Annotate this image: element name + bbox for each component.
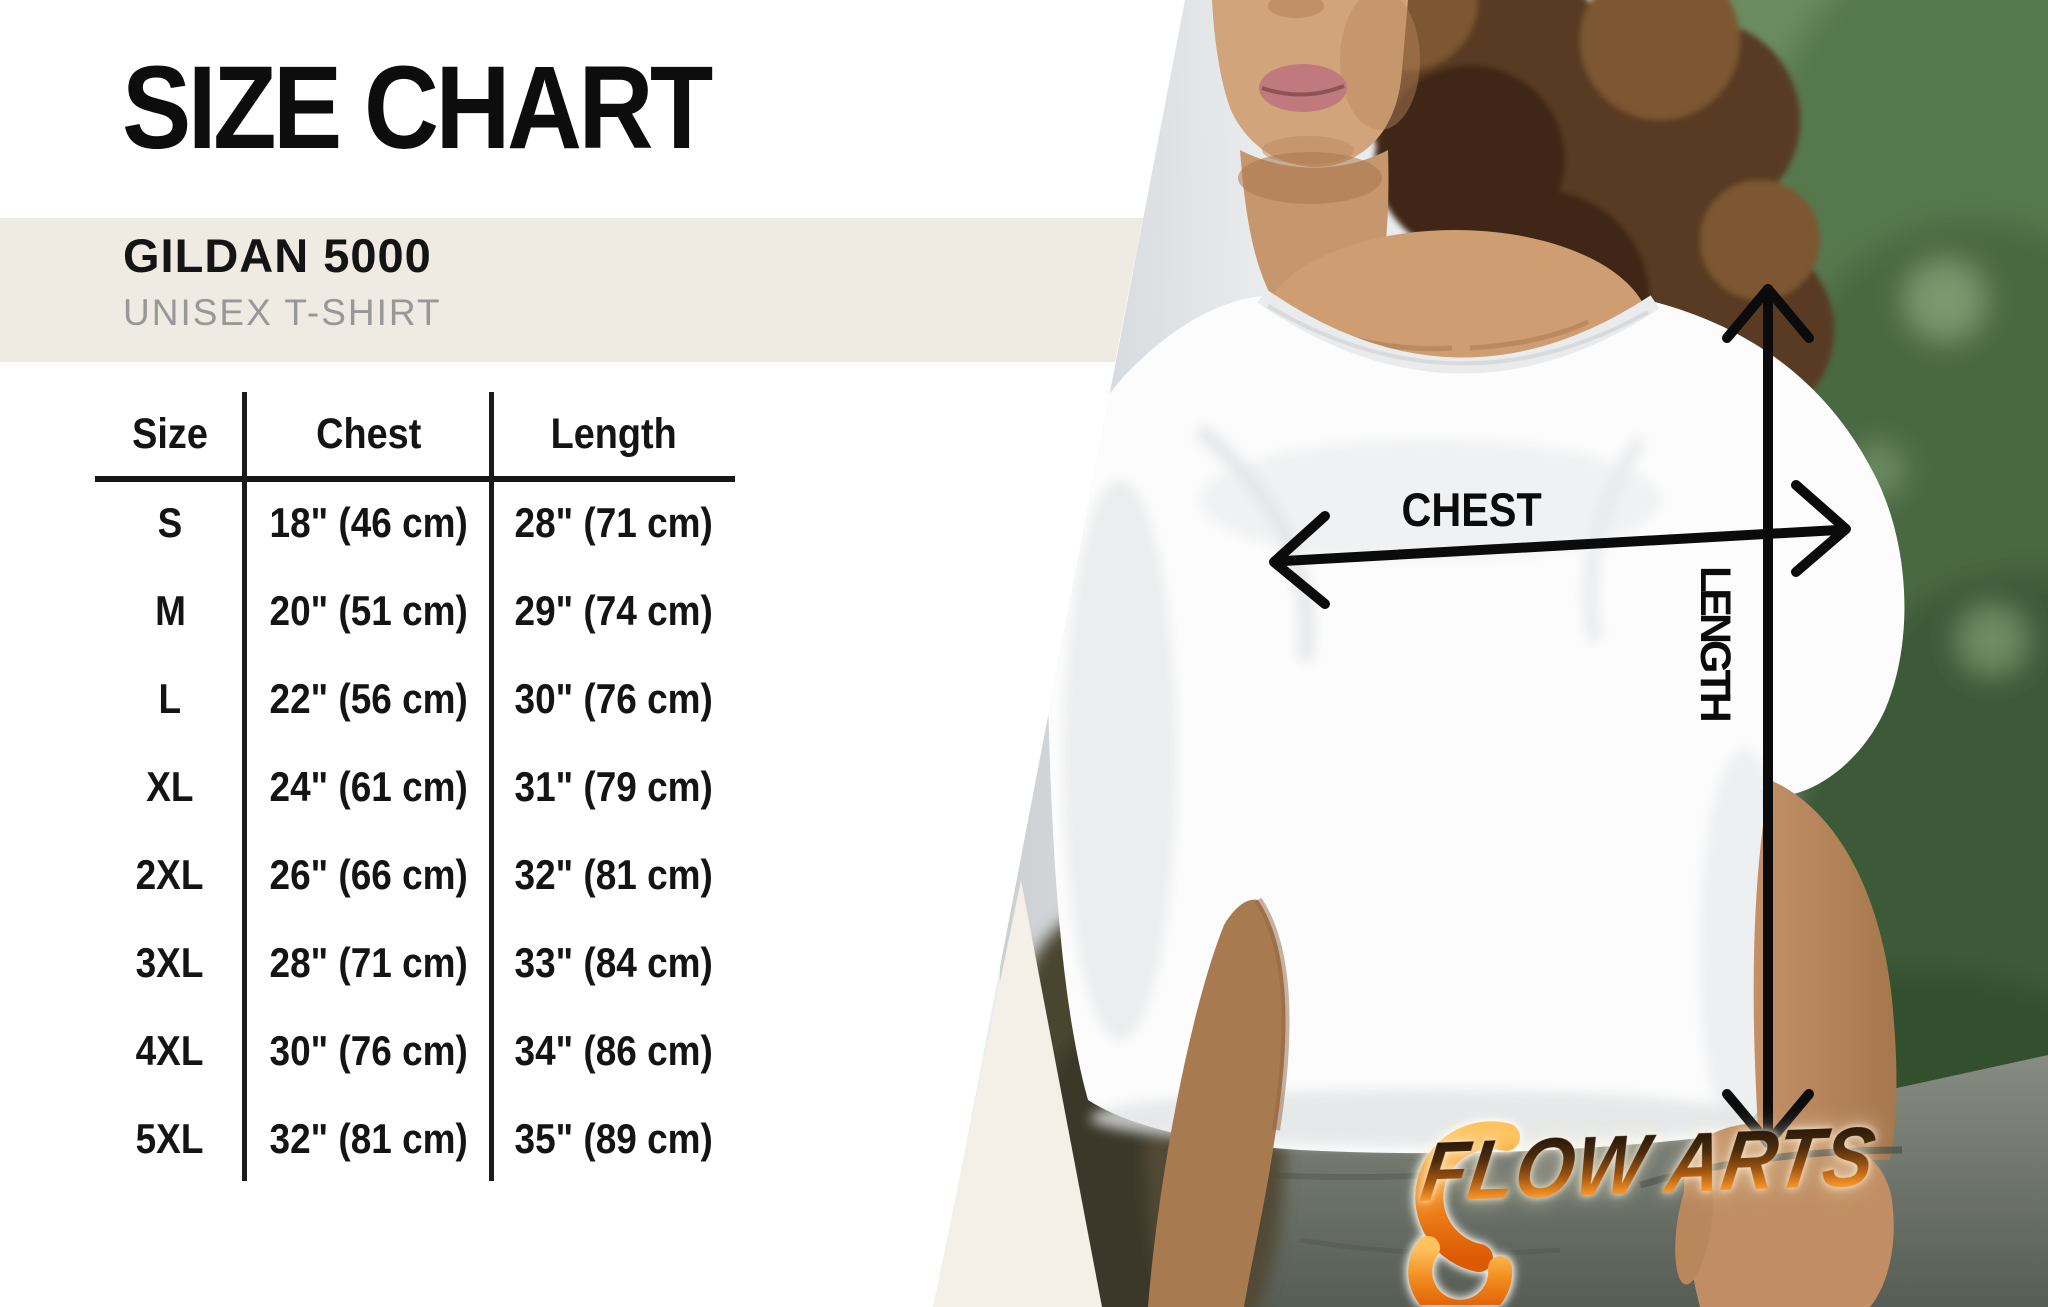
size-cell: 2XL [136,851,204,898]
table-row: 5XL 32" (81 cm) 35" (89 cm) [95,1095,735,1183]
chest-cell: 26" (66 cm) [269,851,468,898]
table-header-rule [95,476,735,482]
chest-cell: 20" (51 cm) [269,587,468,634]
size-cell: 3XL [136,939,204,986]
chest-cell: 24" (61 cm) [269,763,468,810]
length-cell: 34" (86 cm) [514,1027,713,1074]
chest-cell: 32" (81 cm) [269,1115,468,1162]
table-row: M 20" (51 cm) 29" (74 cm) [95,567,735,655]
product-type: UNISEX T-SHIRT [123,292,442,333]
column-header-size: Size [132,410,208,458]
table-row: 3XL 28" (71 cm) 33" (84 cm) [95,919,735,1007]
size-cell: 5XL [136,1115,204,1162]
chest-cell: 18" (46 cm) [269,499,468,546]
table-row: 4XL 30" (76 cm) 34" (86 cm) [95,1007,735,1095]
size-cell: M [154,587,186,634]
product-name: GILDAN 5000 [123,229,432,282]
size-table-header: Size Chest Length [95,390,735,479]
pocket-edge [1639,1146,1903,1189]
length-cell: 32" (81 cm) [514,851,713,898]
chest-cell: 30" (76 cm) [269,1027,468,1074]
right-arm-and-hand [1639,780,1903,1307]
table-row: L 22" (56 cm) 30" (76 cm) [95,655,735,743]
table-divider-2 [489,392,494,1181]
length-cell: 28" (71 cm) [514,499,713,546]
length-cell: 31" (79 cm) [514,763,713,810]
size-cell: 4XL [136,1027,204,1074]
table-row: XL 24" (61 cm) 31" (79 cm) [95,743,735,831]
flow-arts-emblem-icon [1408,1121,1520,1305]
lips [1259,64,1347,112]
column-header-chest: Chest [315,410,422,458]
nose-shadow [1268,0,1324,18]
chest-cell: 22" (56 cm) [269,675,468,722]
size-cell: S [157,499,183,546]
thumb [1675,1165,1713,1285]
face [1212,0,1420,167]
table-row: 2XL 26" (66 cm) 32" (81 cm) [95,831,735,919]
length-cell: 35" (89 cm) [514,1115,713,1162]
length-measure-label: LENGTH [1691,566,1739,719]
left-arm [1148,897,1290,1307]
length-cell: 29" (74 cm) [514,587,713,634]
chest-cell: 28" (71 cm) [269,939,468,986]
brand-name: FLOW ARTS [1415,1108,1882,1221]
size-cell: XL [146,763,194,810]
brand-logo: FLOW ARTS [1368,1082,2048,1307]
chest-measure-label: CHEST [1401,483,1543,536]
size-table: Size Chest Length S 18" (46 cm) 28" (71 cm… [95,390,735,1183]
table-row: S 18" (46 cm) 28" (71 cm) [95,479,735,567]
length-cell: 30" (76 cm) [514,675,713,722]
size-table-rows: S 18" (46 cm) 28" (71 cm) M 20" (51 cm) 29" (… [95,479,735,1183]
table-divider-1 [242,392,247,1181]
hand [1683,1123,1894,1307]
length-cell: 33" (84 cm) [514,939,713,986]
size-cell: L [158,675,182,722]
page-title: SIZE CHART [122,42,713,174]
column-header-length: Length [550,410,677,458]
product-banner: GILDAN 5000 UNISEX T-SHIRT [0,218,1143,362]
